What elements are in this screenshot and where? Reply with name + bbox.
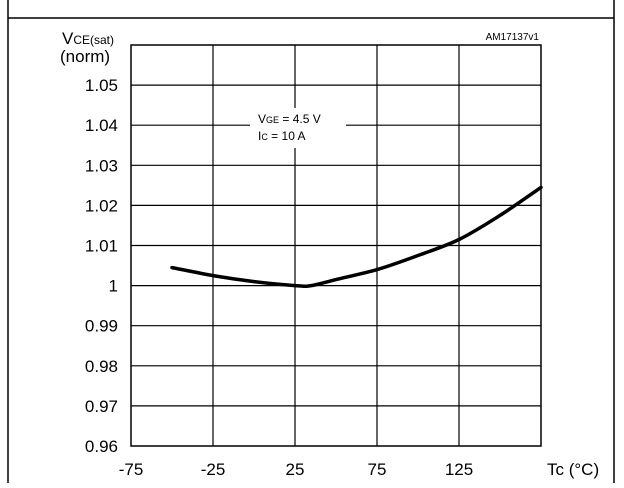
y-tick-label: 0.98 [85, 357, 118, 376]
x-tick-label: 25 [286, 460, 305, 479]
y-tick-label: 0.96 [85, 437, 118, 456]
annotation-vge: VGE = 4.5 V [258, 112, 321, 126]
series-line [170, 185, 543, 288]
x-axis-label: Tc (°C) [547, 460, 599, 479]
y-axis-label: VCE(sat) [62, 29, 114, 48]
x-tick-labels: -75 -25 25 75 125 [119, 460, 473, 479]
annotation-ic: IC = 10 A [258, 129, 306, 143]
y-tick-label: 1.01 [85, 237, 118, 256]
figure-id: AM17137v1 [486, 32, 540, 43]
y-tick-label: 1.02 [85, 196, 118, 215]
x-tick-label: 75 [368, 460, 387, 479]
annotation-background [250, 108, 346, 148]
x-tick-label: 125 [445, 460, 473, 479]
y-tick-label: 1.04 [85, 116, 118, 135]
y-tick-label: 1 [109, 277, 118, 296]
y-tick-labels: 0.96 0.97 0.98 0.99 1 1.01 1.02 1.03 1.04 1.05 [85, 76, 118, 456]
y-axis-unit: (norm) [60, 47, 110, 66]
y-tick-label: 0.99 [85, 317, 118, 336]
y-tick-label: 1.05 [85, 76, 118, 95]
x-tick-label: -25 [201, 460, 226, 479]
y-tick-label: 0.97 [85, 397, 118, 416]
x-tick-label: -75 [119, 460, 144, 479]
y-tick-label: 1.03 [85, 156, 118, 175]
